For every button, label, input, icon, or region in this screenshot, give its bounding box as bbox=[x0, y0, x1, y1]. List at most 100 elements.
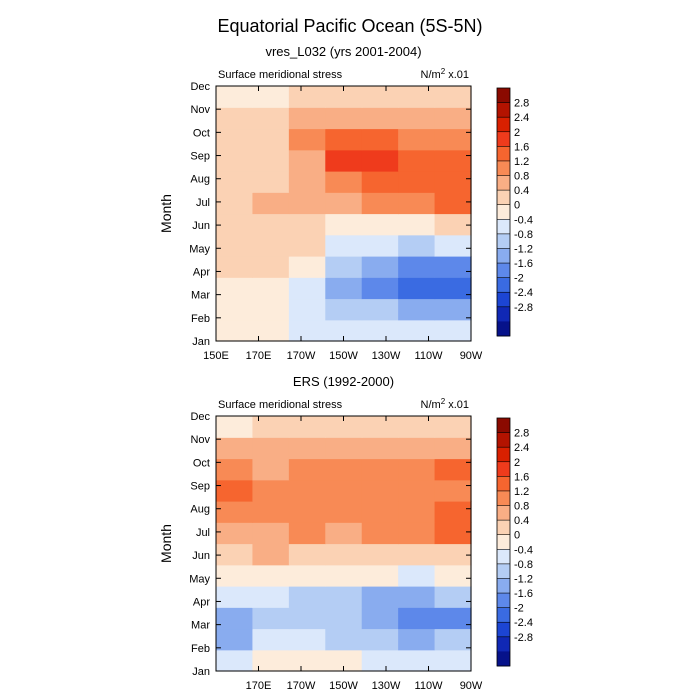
heatmap-cell bbox=[252, 458, 290, 481]
units-suffix: x.01 bbox=[445, 399, 469, 411]
heatmap-cell bbox=[216, 171, 254, 193]
heatmap-cell bbox=[325, 298, 363, 321]
heatmap-cell bbox=[252, 543, 290, 566]
heatmap-cell bbox=[434, 522, 472, 545]
heatmap-cell bbox=[288, 192, 326, 215]
panel-units-label: N/m2 x.01 bbox=[421, 67, 469, 81]
heatmap-cell bbox=[361, 319, 399, 342]
heatmap-cell bbox=[252, 437, 290, 460]
heatmap-cell bbox=[361, 479, 399, 502]
heatmap-cell bbox=[252, 128, 290, 151]
heatmap-cell bbox=[216, 107, 254, 130]
heatmap-cell bbox=[288, 234, 326, 257]
heatmap-cell bbox=[216, 416, 254, 438]
heatmap-cell bbox=[434, 149, 472, 172]
colorbar-label: 2.8 bbox=[514, 98, 529, 110]
heatmap-cell bbox=[216, 277, 254, 300]
heatmap-cell bbox=[288, 149, 326, 172]
heatmap-cell bbox=[216, 128, 254, 151]
y-tick-label: Nov bbox=[190, 104, 210, 116]
x-tick-label: 110W bbox=[415, 680, 444, 692]
colorbar-swatch bbox=[497, 248, 510, 264]
colorbar-swatch bbox=[497, 549, 510, 565]
units-exponent: 2 bbox=[441, 67, 446, 76]
colorbar-swatch bbox=[497, 563, 510, 579]
heatmap-cell bbox=[216, 234, 254, 257]
y-tick-label: Jun bbox=[192, 550, 210, 562]
colorbar-swatch bbox=[497, 505, 510, 521]
y-tick-label: May bbox=[189, 243, 210, 255]
colorbar-label: -1.6 bbox=[514, 258, 533, 270]
heatmap-cell bbox=[398, 171, 436, 193]
y-tick-label: Jan bbox=[192, 666, 210, 678]
x-tick-label: 150W bbox=[329, 350, 358, 362]
colorbar-swatch bbox=[497, 131, 510, 147]
heatmap-cell bbox=[434, 298, 472, 321]
heatmap-cell bbox=[434, 543, 472, 566]
heatmap-cell bbox=[325, 171, 363, 193]
heatmap-cell bbox=[325, 319, 363, 342]
colorbar-frame bbox=[496, 87, 511, 337]
heatmap-cell bbox=[252, 256, 290, 278]
heatmap-cell bbox=[252, 192, 290, 215]
colorbar-label: -2 bbox=[514, 603, 524, 615]
y-tick-label: May bbox=[189, 573, 210, 585]
colorbar-label: 1.2 bbox=[514, 486, 529, 498]
heatmap-cell bbox=[361, 256, 399, 278]
heatmap-cell bbox=[398, 416, 436, 438]
heatmap-cell bbox=[398, 277, 436, 300]
heatmap-cell bbox=[361, 234, 399, 257]
heatmap-cell bbox=[361, 298, 399, 321]
y-tick-label: Mar bbox=[191, 290, 210, 302]
colorbar-label: 2 bbox=[514, 457, 520, 469]
x-tick-label: 150E bbox=[203, 350, 229, 362]
heatmap-cell bbox=[325, 86, 363, 108]
colorbar-swatch bbox=[497, 219, 510, 235]
y-tick-label: Apr bbox=[193, 596, 210, 608]
x-tick-label: 150W bbox=[329, 680, 358, 692]
heatmap-cell bbox=[361, 86, 399, 108]
colorbar-swatch bbox=[497, 117, 510, 133]
heatmap-cell bbox=[434, 213, 472, 236]
heatmap-cell bbox=[216, 479, 254, 502]
heatmap-cell bbox=[434, 128, 472, 151]
y-tick-label: Nov bbox=[190, 434, 210, 446]
colorbar-swatch bbox=[497, 88, 510, 103]
colorbar-label: 0.8 bbox=[514, 501, 529, 513]
heatmap-cell bbox=[216, 437, 254, 460]
y-tick-label: Jan bbox=[192, 336, 210, 348]
heatmap-cell bbox=[361, 458, 399, 481]
heatmap-cell bbox=[288, 86, 326, 108]
heatmap-cell bbox=[216, 543, 254, 566]
colorbar-label: 2 bbox=[514, 127, 520, 139]
heatmap-cell bbox=[434, 501, 472, 523]
colorbar-label: 2.4 bbox=[514, 112, 529, 124]
heatmap-cell bbox=[398, 564, 436, 587]
colorbar-label: -2.4 bbox=[514, 617, 533, 629]
heatmap-cell bbox=[216, 649, 254, 672]
y-tick-label: Jun bbox=[192, 220, 210, 232]
heatmap-cell bbox=[252, 586, 290, 608]
x-tick-label: 130W bbox=[372, 680, 401, 692]
x-tick-label: 170E bbox=[246, 680, 272, 692]
colorbar-label: -0.8 bbox=[514, 559, 533, 571]
heatmap-cell bbox=[288, 437, 326, 460]
heatmap-cell bbox=[361, 192, 399, 215]
units-prefix: N/m bbox=[421, 69, 441, 81]
heatmap-cell bbox=[325, 213, 363, 236]
x-tick-label: 110W bbox=[415, 350, 444, 362]
heatmap-cell bbox=[434, 234, 472, 257]
heatmap-cell bbox=[325, 458, 363, 481]
units-prefix: N/m bbox=[421, 399, 441, 411]
colorbar-swatch bbox=[497, 607, 510, 623]
heatmap-cell bbox=[434, 192, 472, 215]
heatmap-cell bbox=[361, 543, 399, 566]
y-tick-label: Oct bbox=[193, 127, 210, 139]
colorbar-swatch bbox=[497, 622, 510, 638]
heatmap-cell bbox=[361, 416, 399, 438]
heatmap-cell bbox=[288, 277, 326, 300]
heatmap-cell bbox=[361, 149, 399, 172]
heatmap-cell bbox=[434, 564, 472, 587]
heatmap-cell bbox=[361, 437, 399, 460]
heatmap-cell bbox=[398, 543, 436, 566]
